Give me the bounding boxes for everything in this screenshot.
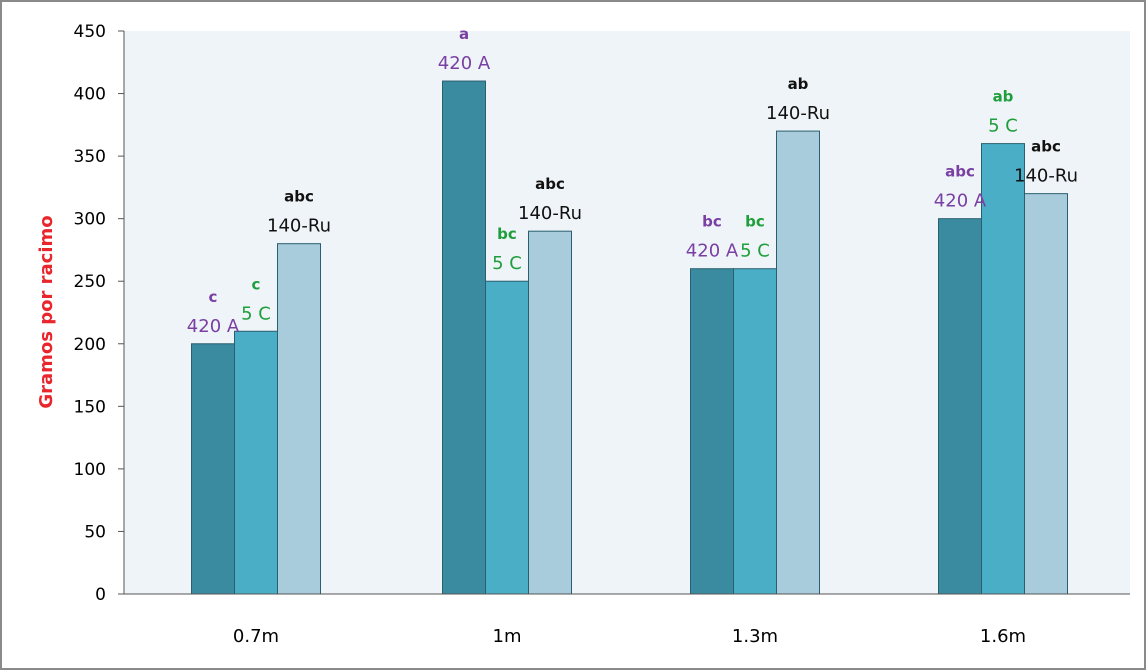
bar (1024, 193, 1068, 595)
bar-series-label: 140-Ru (766, 103, 830, 124)
y-tick-label: 450 (74, 22, 106, 42)
bar (442, 80, 486, 595)
bar-significance-letter: a (459, 25, 469, 43)
y-tick-label: 100 (74, 460, 106, 480)
bar-series-label: 5 C (492, 253, 522, 274)
bar-significance-letter: abc (1031, 138, 1061, 156)
x-tick-label: 0.7m (233, 626, 279, 647)
bar (277, 243, 321, 595)
bar-series-label: 420 A (934, 191, 987, 212)
bar (776, 130, 820, 595)
bar-series-label: 420 A (686, 241, 739, 262)
bar (485, 280, 529, 595)
bar-series-label: 140-Ru (267, 216, 331, 237)
bar-significance-letter: ab (993, 88, 1014, 106)
y-tick-label: 350 (74, 147, 106, 167)
y-axis-label: Gramos por racimo (36, 215, 57, 408)
bar (981, 143, 1025, 595)
y-tick-label: 0 (95, 585, 106, 605)
bar-significance-letter: abc (284, 188, 314, 206)
bar-series-label: 140-Ru (518, 203, 582, 224)
bar (938, 218, 982, 595)
bar-significance-letter: c (252, 275, 261, 293)
x-tick-label: 1.6m (980, 626, 1026, 647)
y-axis-ticks: 0 50 100 150 200 250 300 350 400 450 (74, 22, 124, 605)
bar-series-label: 5 C (988, 116, 1018, 137)
x-tick-label: 1m (493, 626, 522, 647)
y-tick-label: 50 (84, 522, 106, 542)
bar (234, 330, 278, 595)
bar-series-label: 420 A (187, 316, 240, 337)
y-tick-label: 400 (74, 85, 106, 105)
bar (191, 343, 235, 595)
y-tick-label: 250 (74, 272, 106, 292)
x-axis-labels: 0.7m 1m 1.3m 1.6m (233, 626, 1026, 647)
bar-series-label: 420 A (438, 53, 491, 74)
bar-series-label: 140-Ru (1014, 166, 1078, 187)
bar-significance-letter: abc (535, 175, 565, 193)
x-tick-label: 1.3m (732, 626, 778, 647)
y-tick-label: 200 (74, 335, 106, 355)
bar-significance-letter: bc (702, 213, 722, 231)
bar-significance-letter: ab (788, 75, 809, 93)
bar-significance-letter: abc (945, 163, 975, 181)
bar-significance-letter: bc (497, 225, 517, 243)
y-tick-label: 150 (74, 397, 106, 417)
bar (690, 268, 734, 595)
bar (528, 230, 572, 595)
bar (733, 268, 777, 595)
bar-significance-letter: c (209, 288, 218, 306)
bar-series-label: 5 C (241, 303, 271, 324)
bars-group (191, 80, 1068, 595)
y-tick-label: 300 (74, 210, 106, 230)
bar-significance-letter: bc (745, 213, 765, 231)
bar-series-label: 5 C (740, 241, 770, 262)
